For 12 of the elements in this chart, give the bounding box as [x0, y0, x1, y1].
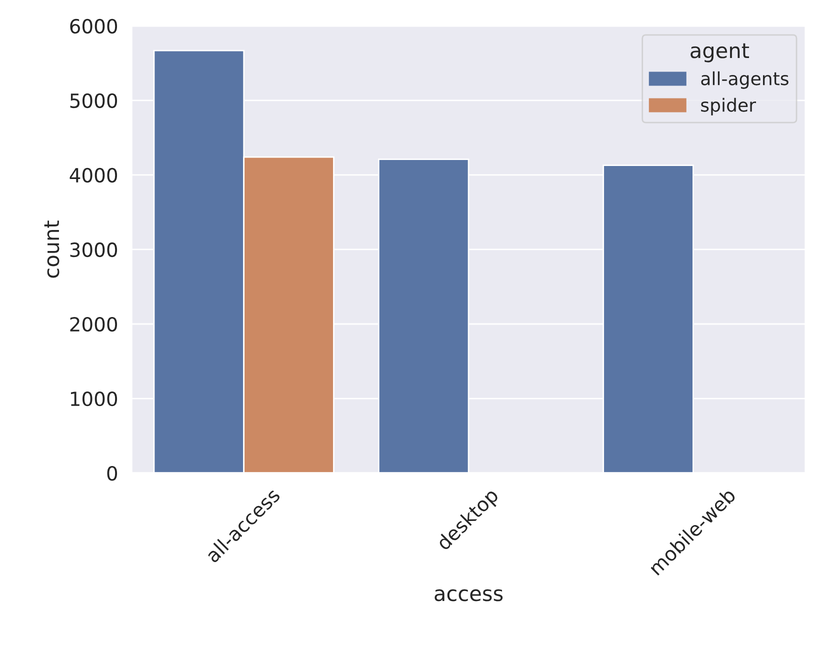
legend-title: agent [690, 43, 750, 62]
y-tick-label: 0 [107, 466, 118, 481]
y-tick-label: 1000 [70, 391, 118, 406]
x-axis-title: access [434, 589, 503, 602]
y-tick-label: 3000 [70, 242, 118, 258]
y-tick-label: 5000 [70, 93, 118, 108]
legend-label: all-agents [701, 71, 788, 89]
y-tick-label: 4000 [70, 168, 118, 183]
y-axis-title: count [44, 220, 60, 278]
y-tick-label: 6000 [70, 18, 118, 34]
legend-label: spider [701, 98, 756, 116]
y-tick-label: 2000 [70, 316, 118, 332]
